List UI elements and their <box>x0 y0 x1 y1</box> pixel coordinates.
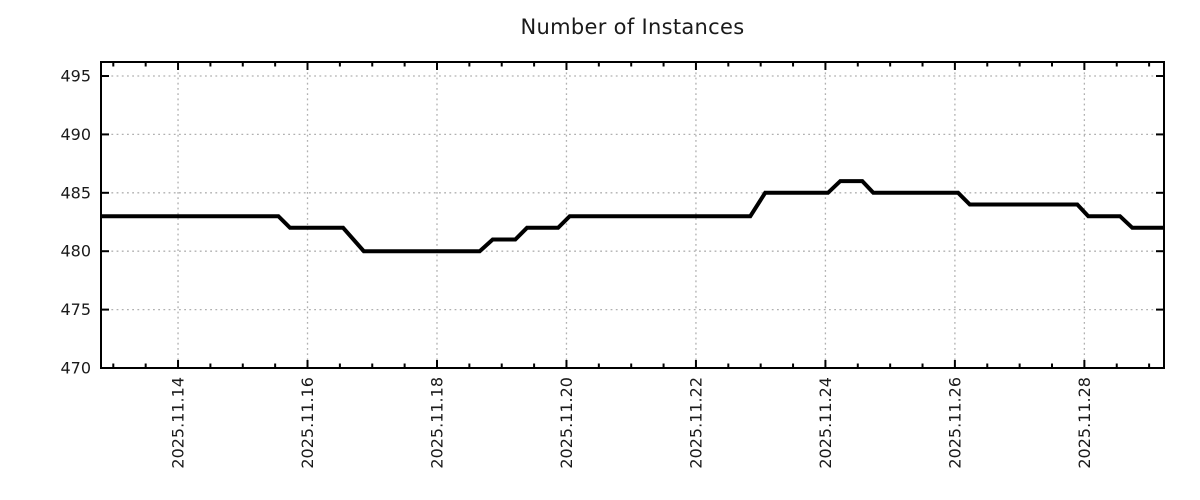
x-tick-label: 2025.11.18 <box>427 377 446 469</box>
plot-border <box>100 61 1165 369</box>
y-tick-label: 495 <box>60 67 91 86</box>
x-tick-label: 2025.11.24 <box>816 377 835 469</box>
x-tick-label: 2025.11.20 <box>557 377 576 469</box>
y-tick-label: 485 <box>60 183 91 202</box>
x-tick-label: 2025.11.26 <box>945 377 964 469</box>
y-tick-label: 480 <box>60 242 91 261</box>
x-tick-label: 2025.11.28 <box>1075 377 1094 469</box>
y-tick-label: 475 <box>60 300 91 319</box>
chart-title: Number of Instances <box>520 15 745 39</box>
x-tick-label: 2025.11.14 <box>169 377 188 469</box>
data-line-instances <box>101 179 1164 254</box>
y-tick-label: 490 <box>60 125 91 144</box>
y-tick-label: 470 <box>60 359 91 378</box>
x-tick-label: 2025.11.16 <box>298 377 317 469</box>
x-tick-label: 2025.11.22 <box>686 377 705 469</box>
